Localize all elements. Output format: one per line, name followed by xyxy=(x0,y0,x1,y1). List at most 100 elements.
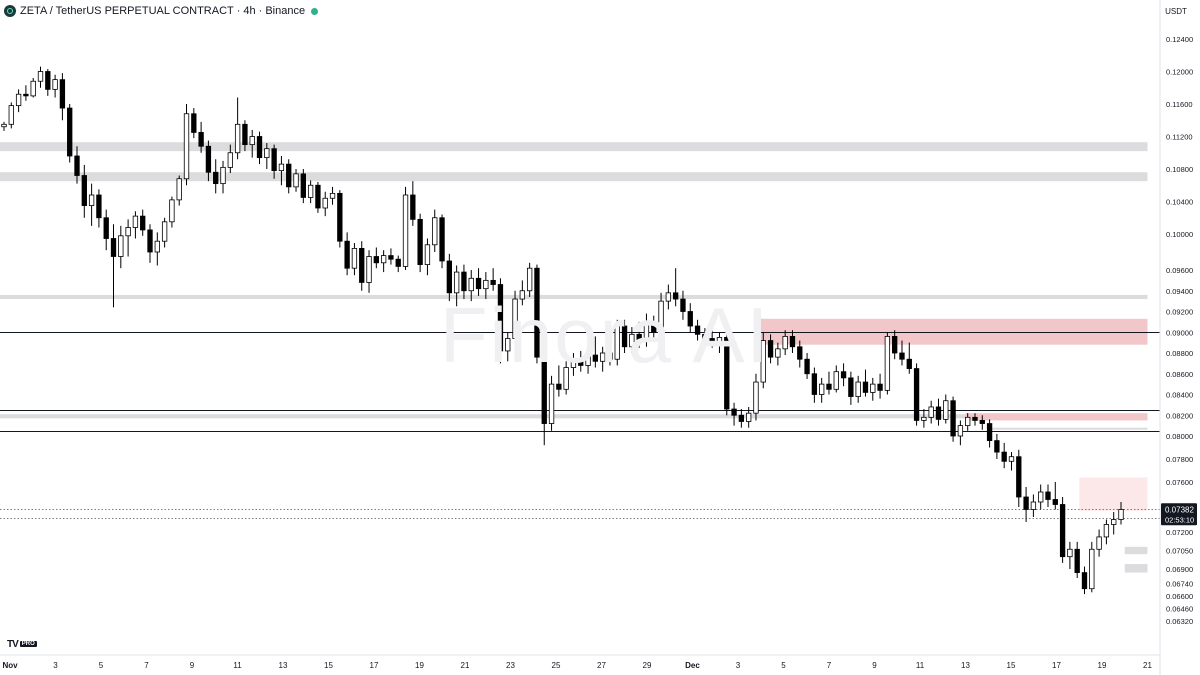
candle xyxy=(366,250,372,293)
candle xyxy=(227,144,233,174)
price-zone xyxy=(0,414,1148,419)
market-open-status-icon xyxy=(311,7,319,15)
candle xyxy=(483,272,489,300)
time-tick-label: 19 xyxy=(1098,661,1107,670)
candle xyxy=(512,290,518,345)
candle xyxy=(315,182,321,213)
candle xyxy=(402,186,409,270)
candle xyxy=(45,69,51,96)
candle xyxy=(417,213,423,273)
candle xyxy=(1067,541,1073,569)
candle xyxy=(724,334,730,416)
candle xyxy=(1118,502,1124,525)
candle xyxy=(1023,487,1029,522)
candle xyxy=(534,264,540,364)
candle xyxy=(59,73,66,121)
tradingview-logo: TV PRO xyxy=(7,638,37,650)
price-tick-label: 0.08600 xyxy=(1166,370,1193,379)
candle xyxy=(658,292,664,338)
supply-demand-zones xyxy=(0,142,1148,573)
candle xyxy=(935,398,942,426)
candle xyxy=(665,284,672,310)
time-tick-label: 9 xyxy=(190,661,195,670)
time-tick-label: 13 xyxy=(961,661,970,670)
candle xyxy=(585,348,591,374)
current-price-value: 0.07382 xyxy=(1165,505,1194,514)
symbol-header[interactable]: ZETA / TetherUS PERPETUAL CONTRACT · 4h … xyxy=(4,3,319,19)
candle xyxy=(1059,497,1066,563)
candle xyxy=(753,373,759,421)
candle xyxy=(965,413,971,431)
candle xyxy=(760,332,766,389)
candle xyxy=(1103,519,1110,545)
candle xyxy=(373,247,379,269)
time-tick-label: Nov xyxy=(2,661,18,670)
candle xyxy=(687,303,693,333)
candle xyxy=(731,402,737,426)
candle xyxy=(680,290,686,320)
candle xyxy=(205,140,212,182)
candlesticks xyxy=(1,66,1124,595)
price-tick-label: 0.08000 xyxy=(1166,432,1193,441)
candle xyxy=(892,330,898,360)
price-zone xyxy=(1124,564,1148,573)
price-tick-label: 0.09000 xyxy=(1166,328,1193,337)
candle xyxy=(694,319,701,341)
candle xyxy=(986,419,993,448)
price-tick-label: 0.08800 xyxy=(1166,349,1193,358)
candle xyxy=(67,104,73,163)
candle xyxy=(307,180,314,204)
candle xyxy=(643,313,650,347)
candle xyxy=(505,332,511,362)
time-tick-label: 27 xyxy=(597,661,606,670)
time-tick-label: 21 xyxy=(461,661,470,670)
separator: · xyxy=(236,5,241,17)
price-tick-label: 0.08400 xyxy=(1166,391,1193,400)
time-axis[interactable]: Nov 3 5 7 9 11 13 15 17 19 21 23 25 27 29 Dec 3 5 7 9 11 13 15… xyxy=(2,661,1152,670)
candle xyxy=(979,415,985,430)
time-tick-label: 15 xyxy=(324,661,333,670)
candle xyxy=(709,330,715,348)
candle xyxy=(15,89,22,113)
candle xyxy=(1052,482,1058,510)
candle xyxy=(884,332,891,395)
candle xyxy=(548,375,555,431)
candle xyxy=(424,238,431,276)
time-tick-label: 7 xyxy=(827,661,832,670)
price-tick-label: 0.12400 xyxy=(1166,35,1193,44)
price-tick-label: 0.07600 xyxy=(1166,478,1193,487)
candle xyxy=(1081,566,1088,595)
candle xyxy=(702,328,708,345)
candle xyxy=(256,131,263,165)
price-tick-label: 0.07200 xyxy=(1166,528,1193,537)
candle xyxy=(811,367,818,403)
candle xyxy=(833,365,839,393)
candle xyxy=(840,363,847,387)
price-tick-label: 0.07800 xyxy=(1166,455,1193,464)
time-tick-label: 11 xyxy=(916,661,925,670)
candle xyxy=(161,217,168,248)
candle xyxy=(140,209,146,236)
candle xyxy=(1096,529,1102,557)
candle xyxy=(337,190,343,248)
tradingview-logo-text: TV xyxy=(7,638,19,650)
candle xyxy=(88,183,95,226)
candle xyxy=(819,377,825,403)
time-tick-label: 15 xyxy=(1007,661,1016,670)
candle xyxy=(278,156,285,186)
candle xyxy=(23,85,29,101)
candle xyxy=(242,120,248,152)
price-zone xyxy=(0,142,1148,152)
time-tick-label: 5 xyxy=(99,661,104,670)
currency-label[interactable]: USDT xyxy=(1165,6,1187,16)
candle xyxy=(651,315,657,341)
candle xyxy=(286,159,292,194)
candle xyxy=(446,253,453,302)
candle xyxy=(957,420,964,446)
price-axis[interactable]: 0.12400 0.12000 0.11600 0.11200 0.10800 0.104… xyxy=(1166,35,1193,626)
candle xyxy=(475,268,482,296)
pro-badge: PRO xyxy=(19,641,37,647)
candle xyxy=(432,209,438,252)
candle xyxy=(52,74,58,98)
